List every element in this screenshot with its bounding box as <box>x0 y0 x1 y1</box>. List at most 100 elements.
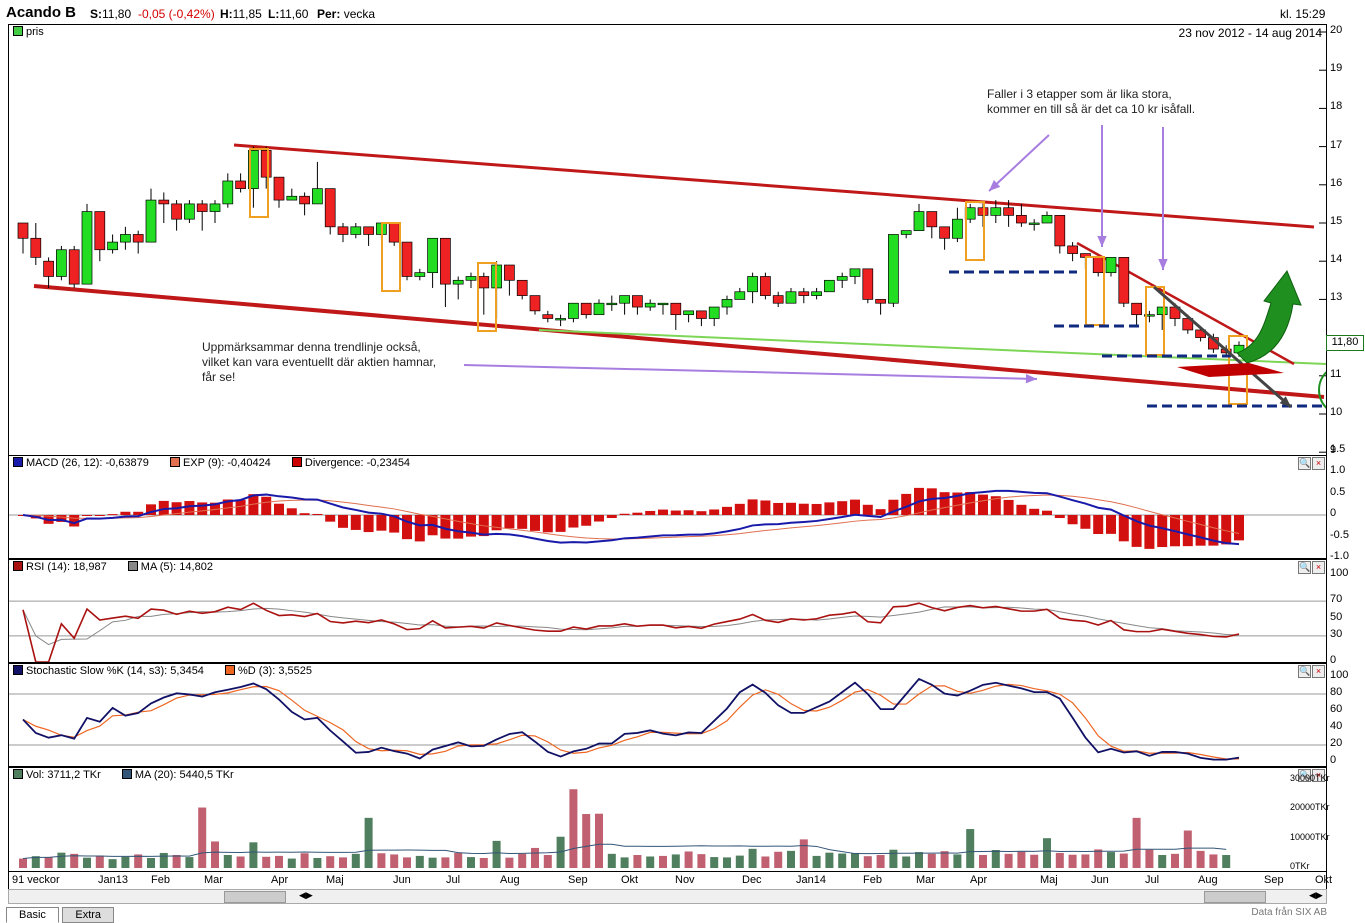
scroll-thumb[interactable] <box>224 891 286 903</box>
price-y-tick: 10 <box>1330 406 1343 418</box>
candle-body <box>414 272 426 277</box>
price-y-tick: 14 <box>1330 253 1343 266</box>
highlight-box <box>965 201 985 261</box>
candle-body <box>145 199 157 243</box>
divergence-bar <box>1003 499 1014 515</box>
volume-y-tick: 20000TKr <box>1290 802 1330 812</box>
candle-body <box>1092 257 1104 274</box>
divergence-bar <box>414 515 425 542</box>
price-chart[interactable] <box>9 25 1326 455</box>
close-icon[interactable]: × <box>1312 769 1325 782</box>
volume-bar <box>1132 817 1141 868</box>
divergence-bar <box>530 515 540 531</box>
candle-body <box>286 195 298 201</box>
volume-bar <box>889 849 898 868</box>
resistance-trendline <box>233 143 1315 229</box>
volume-bar <box>1055 852 1064 868</box>
scroll-thumb-right[interactable] <box>1204 891 1266 903</box>
arrow-to-trendline-head <box>1025 374 1037 384</box>
candle-body <box>273 176 285 201</box>
volume-bar <box>300 853 309 868</box>
highlight-box <box>1085 256 1105 326</box>
highlight-box <box>249 148 269 218</box>
divergence-bar <box>350 515 361 530</box>
volume-bar <box>953 854 962 868</box>
divergence-bar <box>901 493 912 515</box>
volume-bar <box>825 852 834 868</box>
candle-body <box>619 295 630 304</box>
rsi-chart <box>9 600 1326 662</box>
volume-bar <box>774 851 783 868</box>
divergence-bar <box>990 496 1001 515</box>
divergence-bar <box>965 492 976 515</box>
divergence-bar <box>197 502 208 515</box>
target-circle <box>1318 371 1326 409</box>
volume-bar <box>1017 851 1026 868</box>
volume-bar <box>735 855 744 868</box>
divergence-bar <box>299 513 310 515</box>
candle-body <box>670 302 682 316</box>
stochastic-y-tick: 40 <box>1330 720 1343 732</box>
volume-bar <box>159 852 168 868</box>
volume-bar <box>940 851 949 868</box>
volume-bar <box>351 853 360 868</box>
candle-body <box>478 276 490 289</box>
zoom-icon[interactable]: 🔍 <box>1298 561 1311 574</box>
divergence-bar <box>504 515 515 529</box>
volume-bar <box>223 855 232 868</box>
close-icon[interactable]: × <box>1312 457 1325 470</box>
divergence-bar <box>94 515 105 516</box>
divergence-bar <box>376 515 387 531</box>
volume-bar <box>172 855 181 868</box>
x-tick-month: Apr <box>271 874 289 886</box>
x-tick-month: Aug <box>500 874 520 886</box>
volume-bar <box>876 855 885 868</box>
volume-y-tick: 30000TKr <box>1290 772 1330 783</box>
candle-body <box>350 226 362 235</box>
candle-body <box>1144 314 1155 317</box>
tab-basic[interactable]: Basic <box>6 907 59 923</box>
candle-body <box>747 276 758 293</box>
volume-bar <box>505 857 514 868</box>
price-panel[interactable]: pris 23 nov 2012 - 14 aug 2014 Faller i … <box>8 24 1327 456</box>
zoom-icon[interactable]: 🔍 <box>1298 665 1311 678</box>
close-icon[interactable]: × <box>1312 665 1325 678</box>
tab-extra[interactable]: Extra <box>62 907 115 923</box>
zoom-icon[interactable]: 🔍 <box>1298 769 1311 782</box>
macd-panel[interactable]: MACD (26, 12): -0,63879 EXP (9): -0,4042… <box>8 455 1327 559</box>
period-label: 91 veckor <box>12 874 60 886</box>
volume-bar <box>236 856 245 868</box>
volume-bar <box>710 857 719 868</box>
volume-bar <box>787 850 795 868</box>
scroll-arrows-icon[interactable]: ◀▶ <box>299 890 313 900</box>
divergence-bar <box>619 513 630 515</box>
volume-bar <box>31 856 40 868</box>
divergence-bar <box>709 509 720 515</box>
time-scrollbar[interactable]: ◀▶ ◀▶ <box>8 889 1327 904</box>
divergence-bar <box>978 494 988 515</box>
stochastic-y-tick: 60 <box>1330 703 1343 715</box>
stochastic-panel[interactable]: Stochastic Slow %K (14, s3): 5,3454 %D (… <box>8 663 1327 767</box>
candle-body <box>721 299 733 308</box>
candle-body <box>888 234 899 304</box>
zoom-icon[interactable]: 🔍 <box>1298 457 1311 470</box>
highlight-box <box>477 262 497 332</box>
volume-bar <box>607 853 616 868</box>
candle-body <box>324 188 336 228</box>
volume-bar <box>108 859 117 868</box>
scroll-arrows-right-icon[interactable]: ◀▶ <box>1309 890 1323 900</box>
volume-bar <box>991 850 1000 868</box>
divergence-bar <box>210 502 220 515</box>
volume-bar <box>326 856 335 868</box>
volume-panel[interactable]: Vol: 3711,2 TKr MA (20): 5440,5 TKr 🔍 × <box>8 767 1327 872</box>
x-tick-month: Maj <box>1040 874 1058 886</box>
divergence-bar <box>811 503 822 515</box>
candle-body <box>555 318 566 321</box>
candle-body <box>606 302 618 306</box>
candle-body <box>862 268 874 300</box>
close-icon[interactable]: × <box>1312 561 1325 574</box>
rsi-panel[interactable]: RSI (14): 18,987 MA (5): 14,802 🔍 × <box>8 559 1327 663</box>
volume-bar <box>198 807 207 868</box>
highlight-box <box>381 222 401 292</box>
volume-bar <box>1209 854 1218 868</box>
